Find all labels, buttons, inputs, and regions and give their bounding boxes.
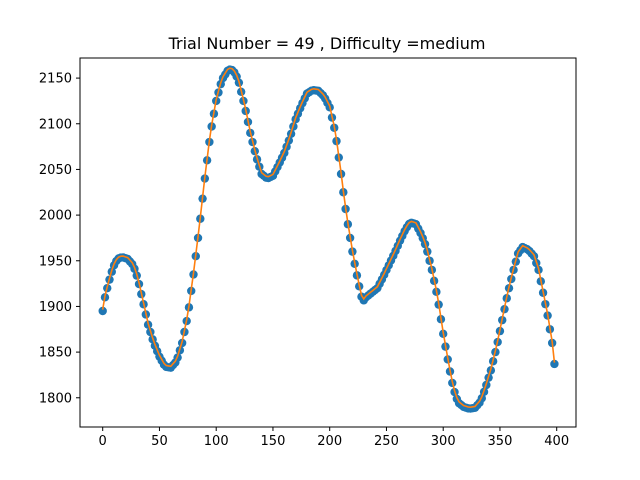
- plot-marks: [98, 65, 559, 413]
- y-tick-label: 2050: [39, 163, 72, 178]
- series-line: [101, 67, 556, 408]
- y-tick-label: 1850: [39, 346, 72, 361]
- y-tick-label: 2000: [39, 209, 72, 224]
- x-tick-label: 250: [374, 434, 399, 449]
- data-point: [550, 359, 559, 369]
- x-tick-label: 50: [151, 434, 168, 449]
- x-tick-label: 300: [431, 434, 456, 449]
- x-tick-label: 400: [544, 434, 569, 449]
- x-tick-label: 350: [488, 434, 513, 449]
- data-point: [98, 306, 107, 316]
- x-tick-label: 100: [204, 434, 229, 449]
- x-tick-label: 0: [99, 434, 107, 449]
- y-tick-label: 2100: [39, 117, 72, 132]
- y-tick-label: 2150: [39, 72, 72, 87]
- chart-title: Trial Number = 49 , Difficulty =medium: [168, 34, 486, 53]
- y-tick-label: 1800: [39, 391, 72, 406]
- plot-frame: [79, 57, 577, 428]
- y-tick-label: 1950: [39, 254, 72, 269]
- y-tick-label: 1900: [39, 300, 72, 315]
- x-tick-label: 150: [261, 434, 286, 449]
- x-tick-label: 200: [317, 434, 342, 449]
- axes: 0 50 100 150 200 250 300 350 400 1800 1850 1900 1950…: [39, 57, 577, 449]
